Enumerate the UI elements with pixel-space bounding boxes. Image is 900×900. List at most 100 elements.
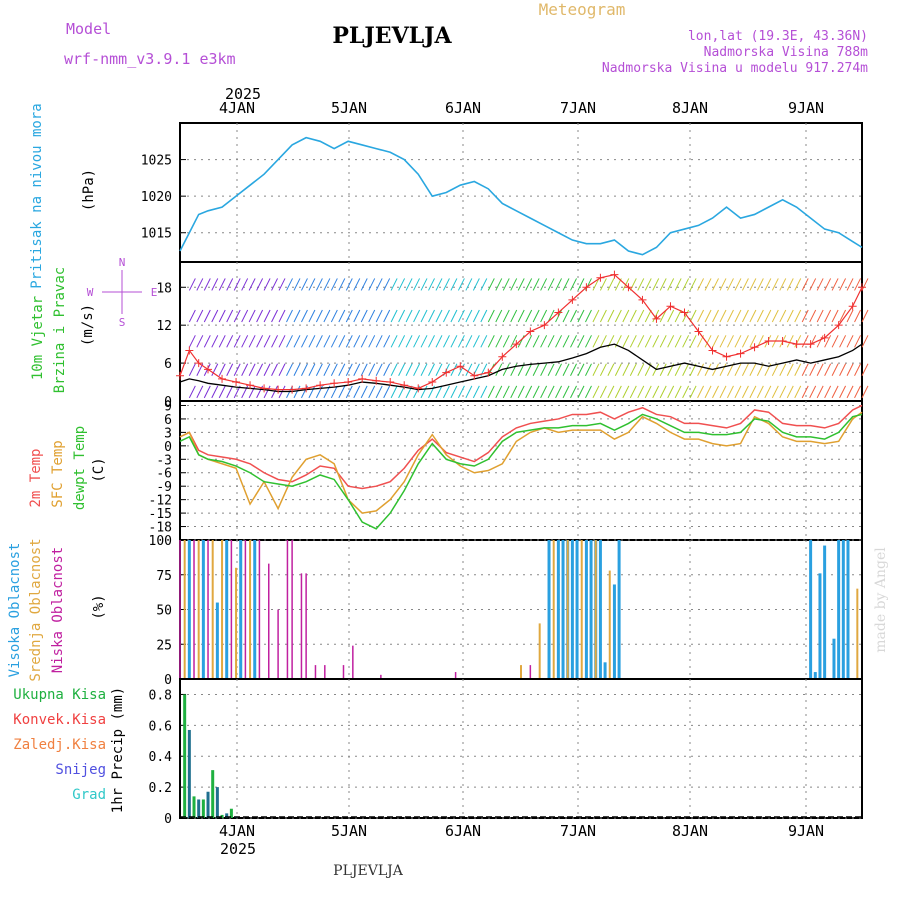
precip-legend-total: Ukupna Kisa [13,687,106,703]
wind-barb [510,309,518,323]
wind-barb [211,363,219,376]
wind-barb [599,363,607,376]
wind-barb [345,335,353,348]
wind-barb [555,335,563,348]
wind-barb [495,385,503,399]
wind-barb [233,278,241,291]
wind-barb [368,385,376,399]
low-cloud-bar [268,563,270,679]
wind-barb [428,335,435,348]
wind-barb [794,363,802,376]
wind-barb [697,385,705,399]
wind-barb [196,335,204,348]
wind-barb [502,363,510,376]
wind-barb [420,335,428,348]
wind-barb [689,309,697,323]
wind-barb [517,278,525,291]
x-tick-top-7JAN: 7JAN [560,99,596,117]
wind-barb [622,309,630,323]
high-cloud-bar [570,540,574,679]
wind-barb [771,309,779,323]
wind-gust-marker [512,340,521,349]
wind-barb [540,309,548,323]
wind-gust-marker [582,283,591,292]
wind-barb [741,309,749,323]
wind-barb [271,309,279,323]
wind-barb [420,309,428,323]
wind-barb [435,309,443,323]
wind-barb [712,335,719,348]
wind-barb [756,385,764,399]
wind-barb [525,309,533,323]
wind-barb [420,363,428,376]
wind-barb [345,385,353,399]
wind-gust-marker [806,340,815,349]
wind-barb [271,278,279,291]
pressure-title: Pritisak na nivou mora [29,103,45,288]
wind-barb [779,278,787,291]
bottom-year: 2025 [220,840,256,858]
wind-barb [413,309,421,323]
wind-barb [816,335,824,348]
wind-barb [502,309,510,323]
wind-gust-marker [540,321,549,330]
wind-barb [203,278,211,291]
wind-barb [712,278,719,291]
wind-gust-marker [778,336,787,345]
wind-barb [517,385,525,399]
wind-barb [375,278,383,291]
panel-frame-3 [179,539,863,680]
model-label: Model [66,20,111,38]
wind-barb [308,385,316,399]
wind-barb [196,309,204,323]
high-cloud-title: Visoka Oblacnost [7,543,23,678]
wind-barb [779,309,787,323]
compass-E: E [151,286,158,299]
wind-barb [532,278,540,291]
wind-barb [861,309,869,323]
wind-barb [293,278,301,291]
low-cloud-bar [380,674,382,679]
wind-barb [330,385,338,399]
wind-barb [652,335,660,348]
precip-legend-hail: Grad [72,787,106,803]
y-tick-label-3: 50 [156,604,172,619]
wind-barb [495,335,503,348]
wind-barb [727,309,734,323]
wind-barb [525,363,533,376]
wind-barb [697,309,705,323]
wind-gust-marker [428,378,437,387]
wind-barb [592,309,600,323]
wind-barb [689,335,697,348]
wind-barb [368,278,376,291]
y-tick-label-2: 9 [164,399,172,414]
wind-barb [226,363,234,376]
wind-barb [510,385,518,399]
y-tick-label-1: 18 [156,281,172,296]
high-cloud-bar [584,540,588,679]
wind-barb [502,335,510,348]
wind-barb [241,363,249,376]
wind-barb [405,309,413,323]
wind-barb [644,335,652,348]
wind-barb [854,278,861,291]
wind-gust-marker [708,346,717,355]
wind-barb [719,278,727,291]
wind-barb [831,363,839,376]
wind-barb [353,309,361,323]
wind-barb [659,335,667,348]
high-cloud-bar [225,540,229,679]
wind-barb [211,385,219,399]
wind-barb [271,363,279,376]
wind-barb [547,335,555,348]
high-cloud-bar [239,540,243,679]
low-cloud-bar [277,609,279,679]
wind-barb [801,335,809,348]
wind-barb [607,363,615,376]
wind-barb [188,278,196,291]
wind-barb [659,363,667,376]
wind-barb [712,309,719,323]
wind-barb [480,278,488,291]
wind-barb [383,335,391,348]
x-tick-bottom-6JAN: 6JAN [445,822,481,840]
